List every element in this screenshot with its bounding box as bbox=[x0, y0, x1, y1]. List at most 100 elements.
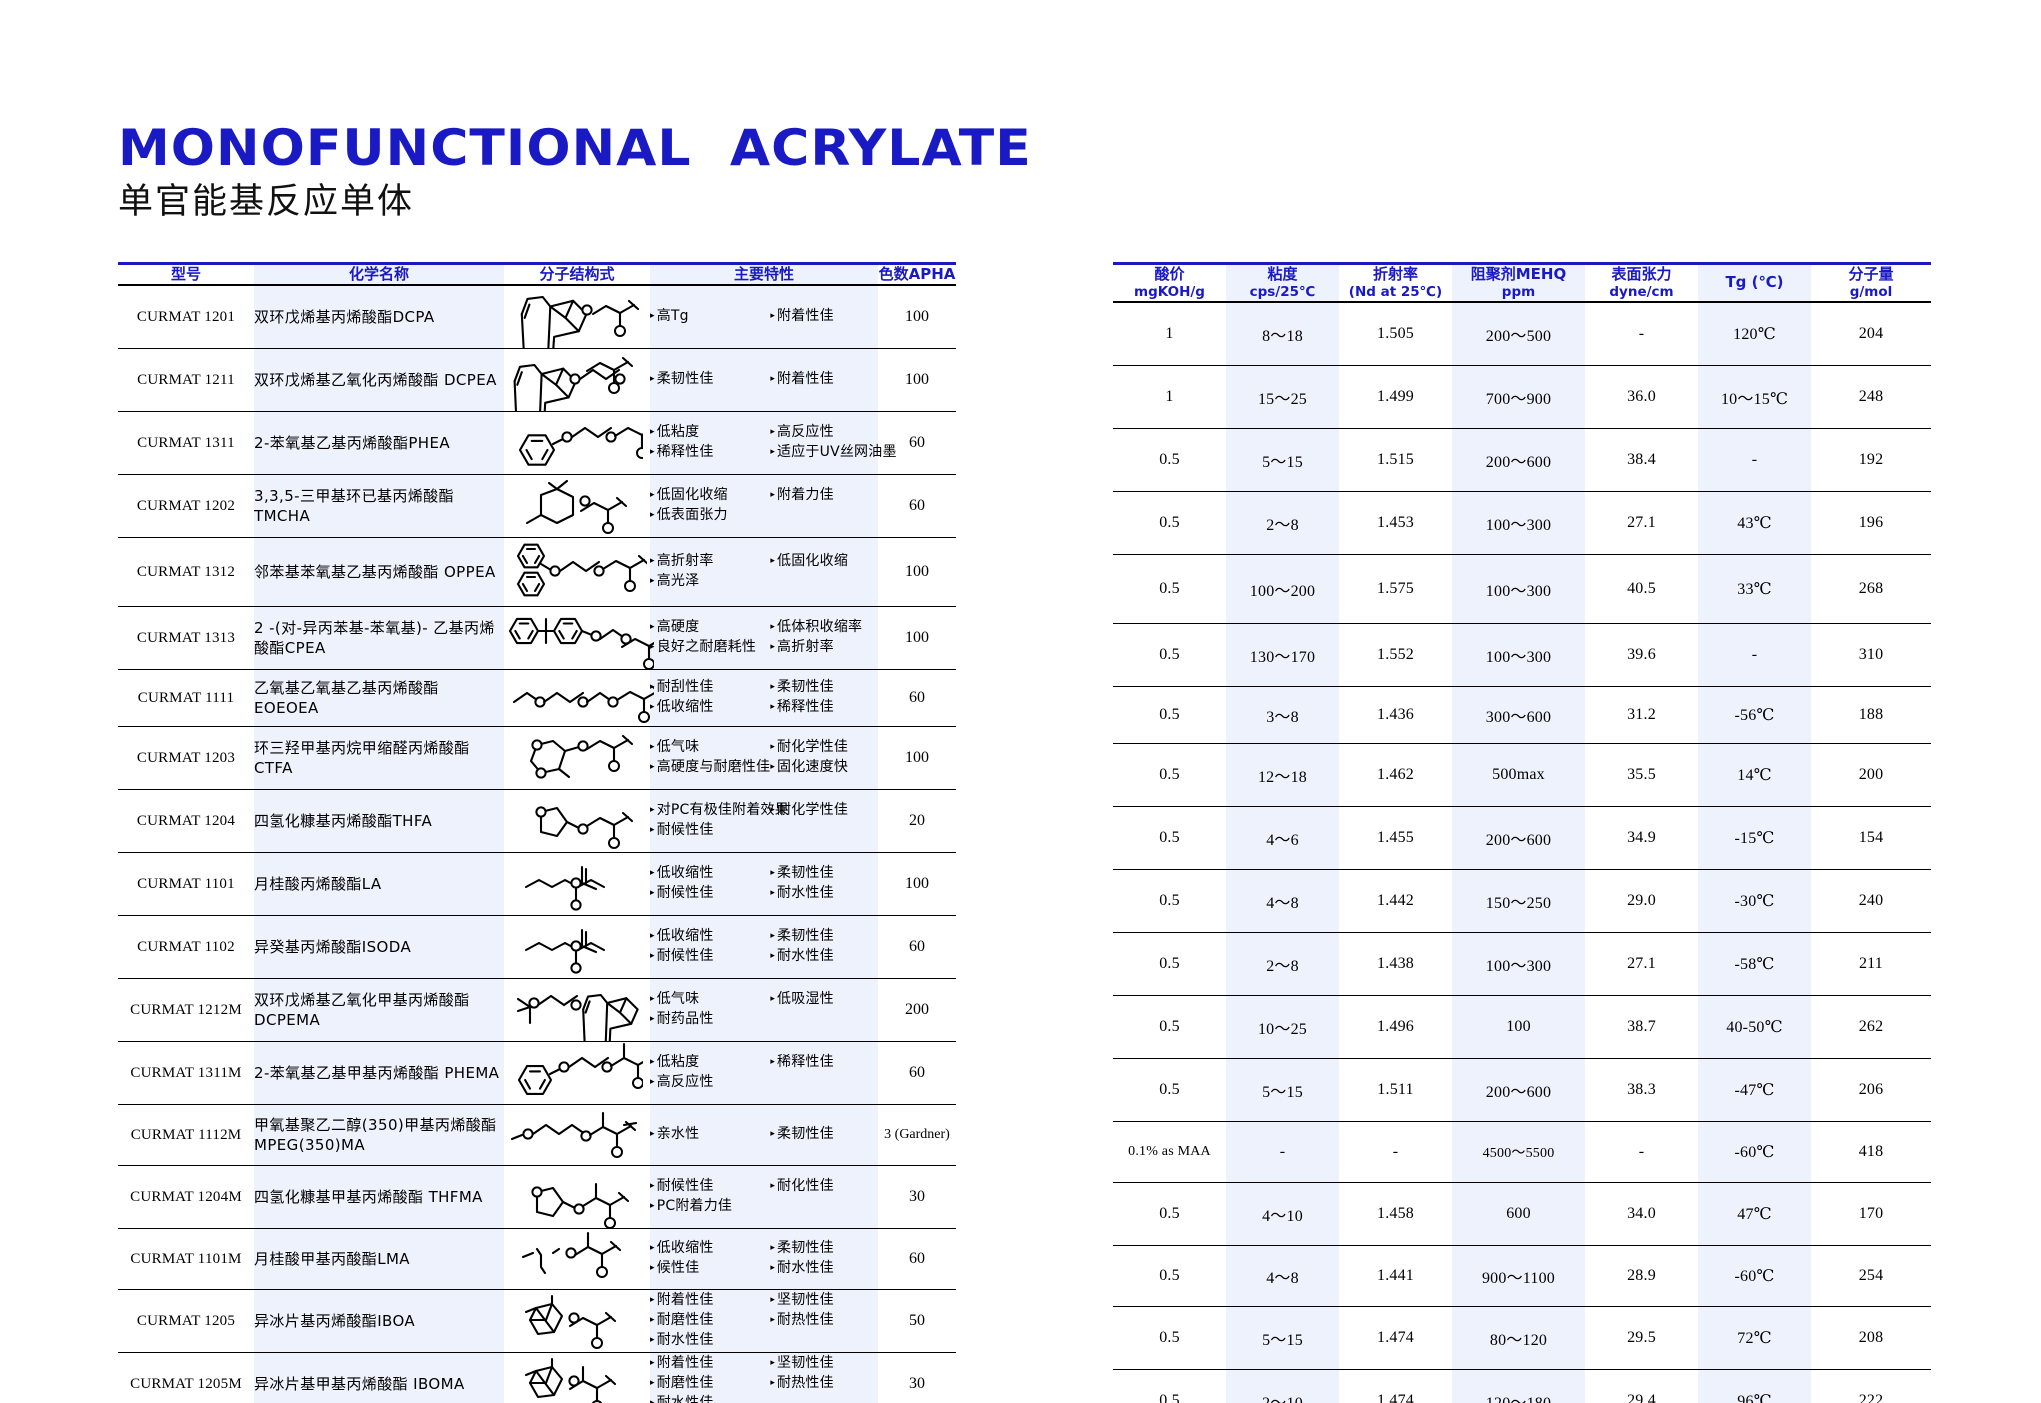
cell-molecular-structure bbox=[504, 853, 650, 916]
table-row: 0.5 12～18 1.462 500max 35.5 14℃ 200 bbox=[1113, 743, 1931, 807]
cell-tg: 33℃ bbox=[1698, 554, 1811, 624]
property-item: 高光泽 bbox=[650, 572, 766, 592]
property-column: 柔韧性佳 bbox=[770, 1125, 878, 1145]
cell-chemical-name: 乙氧基乙氧基乙基丙烯酸酯 EOEOEA bbox=[254, 669, 504, 727]
cell-mehq: 600 bbox=[1452, 1182, 1585, 1246]
cell-refractive-index: 1.436 bbox=[1377, 706, 1414, 724]
cell-refractive-index: 1.552 bbox=[1377, 646, 1414, 664]
property-item: 高反应性 bbox=[770, 423, 878, 443]
property-column: 柔韧性佳稀释性佳 bbox=[770, 678, 878, 718]
property-item: 耐水性佳 bbox=[650, 1394, 766, 1403]
cell-viscosity: 5～15 bbox=[1226, 428, 1339, 492]
property-item: 附着性佳 bbox=[770, 370, 878, 390]
cell-acid-value: 0.5 bbox=[1159, 1267, 1180, 1285]
property-item: 高反应性 bbox=[650, 1073, 766, 1093]
cell-apha-color: 3 (Gardner) bbox=[884, 1127, 950, 1143]
col-header-viscosity: 粘度 cps/25℃ bbox=[1226, 263, 1339, 302]
cell-refractive-index: - bbox=[1392, 1143, 1399, 1161]
property-item: 耐水性佳 bbox=[770, 1259, 878, 1279]
table-header-row: 酸价 mgKOH/g 粘度 cps/25℃ 折射率 (Nd at 25℃) 阻聚剂ME… bbox=[1113, 263, 1931, 302]
page-subtitle: 单官能基反应单体 bbox=[118, 181, 415, 222]
property-item: 低气味 bbox=[650, 738, 766, 758]
cell-surface-tension: 38.3 bbox=[1627, 1081, 1656, 1099]
property-column: 低固化收缩低表面张力 bbox=[650, 486, 766, 526]
cell-mehq: 300～600 bbox=[1452, 686, 1585, 744]
cell-chemical-name: 2 -(对-异丙苯基-苯氧基)- 乙基丙烯酸酯CPEA bbox=[254, 606, 504, 670]
property-column: 附着性佳 bbox=[770, 307, 878, 327]
cell-viscosity: 4～10 bbox=[1226, 1182, 1339, 1246]
cell-molecular-weight: 154 bbox=[1858, 829, 1884, 847]
cell-tg: -60℃ bbox=[1698, 1245, 1811, 1307]
property-item: 柔韧性佳 bbox=[770, 864, 878, 884]
cell-viscosity: 2～8 bbox=[1226, 491, 1339, 555]
cell-tg: - bbox=[1698, 623, 1811, 687]
cell-surface-tension: 29.5 bbox=[1627, 1329, 1656, 1347]
cell-acid-value: 0.5 bbox=[1159, 580, 1180, 598]
property-item: 附着性佳 bbox=[770, 307, 878, 327]
cell-apha-color: 60 bbox=[909, 689, 925, 707]
cell-molecular-structure bbox=[504, 1290, 650, 1353]
property-item: 附着力佳 bbox=[770, 486, 878, 506]
cell-viscosity: 4～6 bbox=[1226, 806, 1339, 870]
cell-surface-tension: 29.4 bbox=[1627, 1392, 1656, 1403]
cell-mehq: 120～180 bbox=[1452, 1369, 1585, 1403]
cell-molecular-structure bbox=[504, 916, 650, 979]
cell-refractive-index: 1.441 bbox=[1377, 1267, 1414, 1285]
property-column: 低体积收缩率高折射率 bbox=[770, 618, 878, 658]
cell-refractive-index: 1.474 bbox=[1377, 1392, 1414, 1403]
cell-surface-tension: 36.0 bbox=[1627, 388, 1656, 406]
table-row: CURMAT 1204M 四氢化糠基甲基丙烯酸酯 THFMA 耐候性佳PC附着力佳耐… bbox=[118, 1165, 956, 1229]
table-row: CURMAT 1205 异冰片基丙烯酸酯IBOA 附着性佳耐磨性佳耐水性佳坚韧性佳耐… bbox=[118, 1289, 956, 1353]
property-column: 附着性佳耐磨性佳耐水性佳 bbox=[650, 1291, 766, 1351]
property-item: 坚韧性佳 bbox=[770, 1354, 878, 1374]
property-column: 柔韧性佳耐水性佳 bbox=[770, 927, 878, 967]
cell-molecular-weight: 310 bbox=[1858, 646, 1884, 664]
property-item: 耐候性佳 bbox=[650, 1177, 766, 1197]
cell-acid-value: 1 bbox=[1165, 388, 1174, 406]
table-row: 0.5 130～170 1.552 100～300 39.6 - 310 bbox=[1113, 623, 1931, 687]
cell-viscosity: 4～8 bbox=[1226, 1245, 1339, 1307]
col-header-tg: Tg (℃) bbox=[1698, 263, 1811, 302]
cell-tg: 47℃ bbox=[1698, 1182, 1811, 1246]
property-column: 高Tg bbox=[650, 307, 766, 327]
cell-tg: -30℃ bbox=[1698, 869, 1811, 933]
cell-apha-color: 100 bbox=[905, 629, 929, 647]
col-header-molecular-weight: 分子量 g/mol bbox=[1848, 265, 1894, 300]
col-header-model: 型号 bbox=[170, 265, 201, 283]
property-item: 对PC有极佳附着效果 bbox=[650, 801, 789, 821]
cell-molecular-structure bbox=[504, 790, 650, 853]
cell-viscosity: 12～18 bbox=[1226, 743, 1339, 807]
cell-surface-tension: 38.4 bbox=[1627, 451, 1656, 469]
property-item: 耐化学性佳 bbox=[770, 738, 878, 758]
cell-mehq: 200～600 bbox=[1452, 1058, 1585, 1122]
col-header-refractive: 折射率 (Nd at 25℃) bbox=[1348, 265, 1443, 300]
cell-model: CURMAT 1111 bbox=[137, 689, 235, 706]
cell-mehq: 100 bbox=[1452, 995, 1585, 1059]
cell-properties: 柔韧性佳附着性佳 bbox=[650, 348, 878, 412]
property-item: 低固化收缩 bbox=[650, 486, 766, 506]
cell-refractive-index: 1.515 bbox=[1377, 451, 1414, 469]
col-header-surface-tension: 表面张力 dyne/cm bbox=[1609, 265, 1674, 300]
cell-tg: 96℃ bbox=[1698, 1369, 1811, 1403]
property-column: 稀释性佳 bbox=[770, 1053, 878, 1073]
table-row: 0.5 4～8 1.442 150～250 29.0 -30℃ 240 bbox=[1113, 869, 1931, 933]
property-column: 耐化性佳 bbox=[770, 1177, 878, 1197]
cell-apha-color: 20 bbox=[909, 812, 925, 830]
property-item: 耐化性佳 bbox=[770, 1177, 878, 1197]
property-item: 低体积收缩率 bbox=[770, 618, 878, 638]
cell-model: CURMAT 1311M bbox=[130, 1064, 242, 1081]
cell-surface-tension: 34.9 bbox=[1627, 829, 1656, 847]
cell-tg: -47℃ bbox=[1698, 1058, 1811, 1122]
page-title: MONOFUNCTIONAL ACRYLATE bbox=[118, 119, 1032, 177]
cell-chemical-name: 双环戊烯基乙氧化甲基丙烯酸酯 DCPEMA bbox=[254, 978, 504, 1042]
cell-acid-value: 0.5 bbox=[1159, 1205, 1180, 1223]
cell-model: CURMAT 1205 bbox=[136, 1312, 236, 1329]
cell-acid-value: 0.5 bbox=[1159, 766, 1180, 784]
property-item: 低粘度 bbox=[650, 423, 766, 443]
property-column: 低收缩性候性佳 bbox=[650, 1239, 766, 1279]
cell-mehq: 100～300 bbox=[1452, 491, 1585, 555]
property-item: 高硬度 bbox=[650, 618, 766, 638]
cell-viscosity: 3～8 bbox=[1226, 686, 1339, 744]
table-row: CURMAT 1111 乙氧基乙氧基乙基丙烯酸酯 EOEOEA 耐刮性佳低收缩性柔韧… bbox=[118, 669, 956, 727]
